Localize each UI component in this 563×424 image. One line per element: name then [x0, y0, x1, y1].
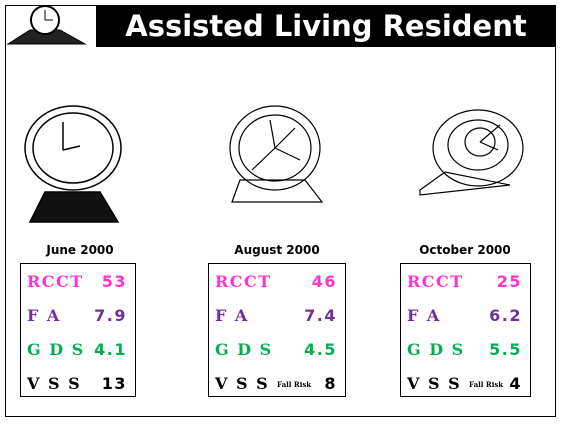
score-name: G D S [407, 340, 465, 359]
score-value: 7.4 [304, 306, 337, 325]
score-value: 5.5 [489, 340, 522, 359]
score-value: 25 [497, 272, 522, 291]
score-row: G D S 4.1 [27, 340, 127, 364]
score-row: F A 6.2 [407, 306, 522, 330]
score-name: V S S [407, 374, 461, 393]
score-name: RCCT [215, 272, 272, 291]
score-row: V S S 13 [27, 374, 127, 398]
score-name: RCCT [407, 272, 464, 291]
score-name: V S S [215, 374, 269, 393]
score-name: G D S [27, 340, 85, 359]
score-box: RCCT 25 F A 6.2 G D S 5.5 V S S Fall Risk 4 [400, 263, 531, 397]
score-box: RCCT 53 F A 7.9 G D S 4.1 V S S 13 [20, 263, 136, 397]
score-name: F A [27, 306, 61, 325]
score-value: 6.2 [489, 306, 522, 325]
score-row: RCCT 25 [407, 272, 522, 296]
score-value: 46 [312, 272, 337, 291]
score-row: F A 7.4 [215, 306, 337, 330]
score-row: F A 7.9 [27, 306, 127, 330]
score-value: 7.9 [94, 306, 127, 325]
title-bar: Assisted Living Resident [96, 5, 556, 47]
column-date: October 2000 [385, 243, 545, 257]
clock-drawing-3 [420, 110, 523, 195]
score-row: G D S 5.5 [407, 340, 522, 364]
score-note: Fall Risk [277, 380, 311, 389]
column-date: August 2000 [197, 243, 357, 257]
score-note: Fall Risk [469, 380, 503, 389]
score-name: G D S [215, 340, 273, 359]
score-row: RCCT 46 [215, 272, 337, 296]
score-name: F A [407, 306, 441, 325]
score-value: 13 [102, 374, 127, 393]
score-row: G D S 4.5 [215, 340, 337, 364]
score-name: V S S [27, 374, 81, 393]
clock-drawing-2 [230, 106, 322, 202]
score-row: V S S Fall Risk 8 [215, 374, 337, 398]
title: Assisted Living Resident [96, 5, 556, 47]
score-name: RCCT [27, 272, 84, 291]
score-value: 4 [509, 374, 522, 393]
score-row: RCCT 53 [27, 272, 127, 296]
score-value: 4.5 [304, 340, 337, 359]
clock-drawing-1 [25, 106, 121, 222]
score-box: RCCT 46 F A 7.4 G D S 4.5 V S S Fall Risk 8 [208, 263, 346, 397]
column-date: June 2000 [0, 243, 160, 257]
slide: Assisted Living Resident June 2000 RCCT 53… [0, 0, 563, 424]
score-row: V S S Fall Risk 4 [407, 374, 522, 398]
score-name: F A [215, 306, 249, 325]
score-value: 53 [102, 272, 127, 291]
clock-icon [8, 6, 85, 44]
score-value: 8 [324, 374, 337, 393]
score-value: 4.1 [94, 340, 127, 359]
